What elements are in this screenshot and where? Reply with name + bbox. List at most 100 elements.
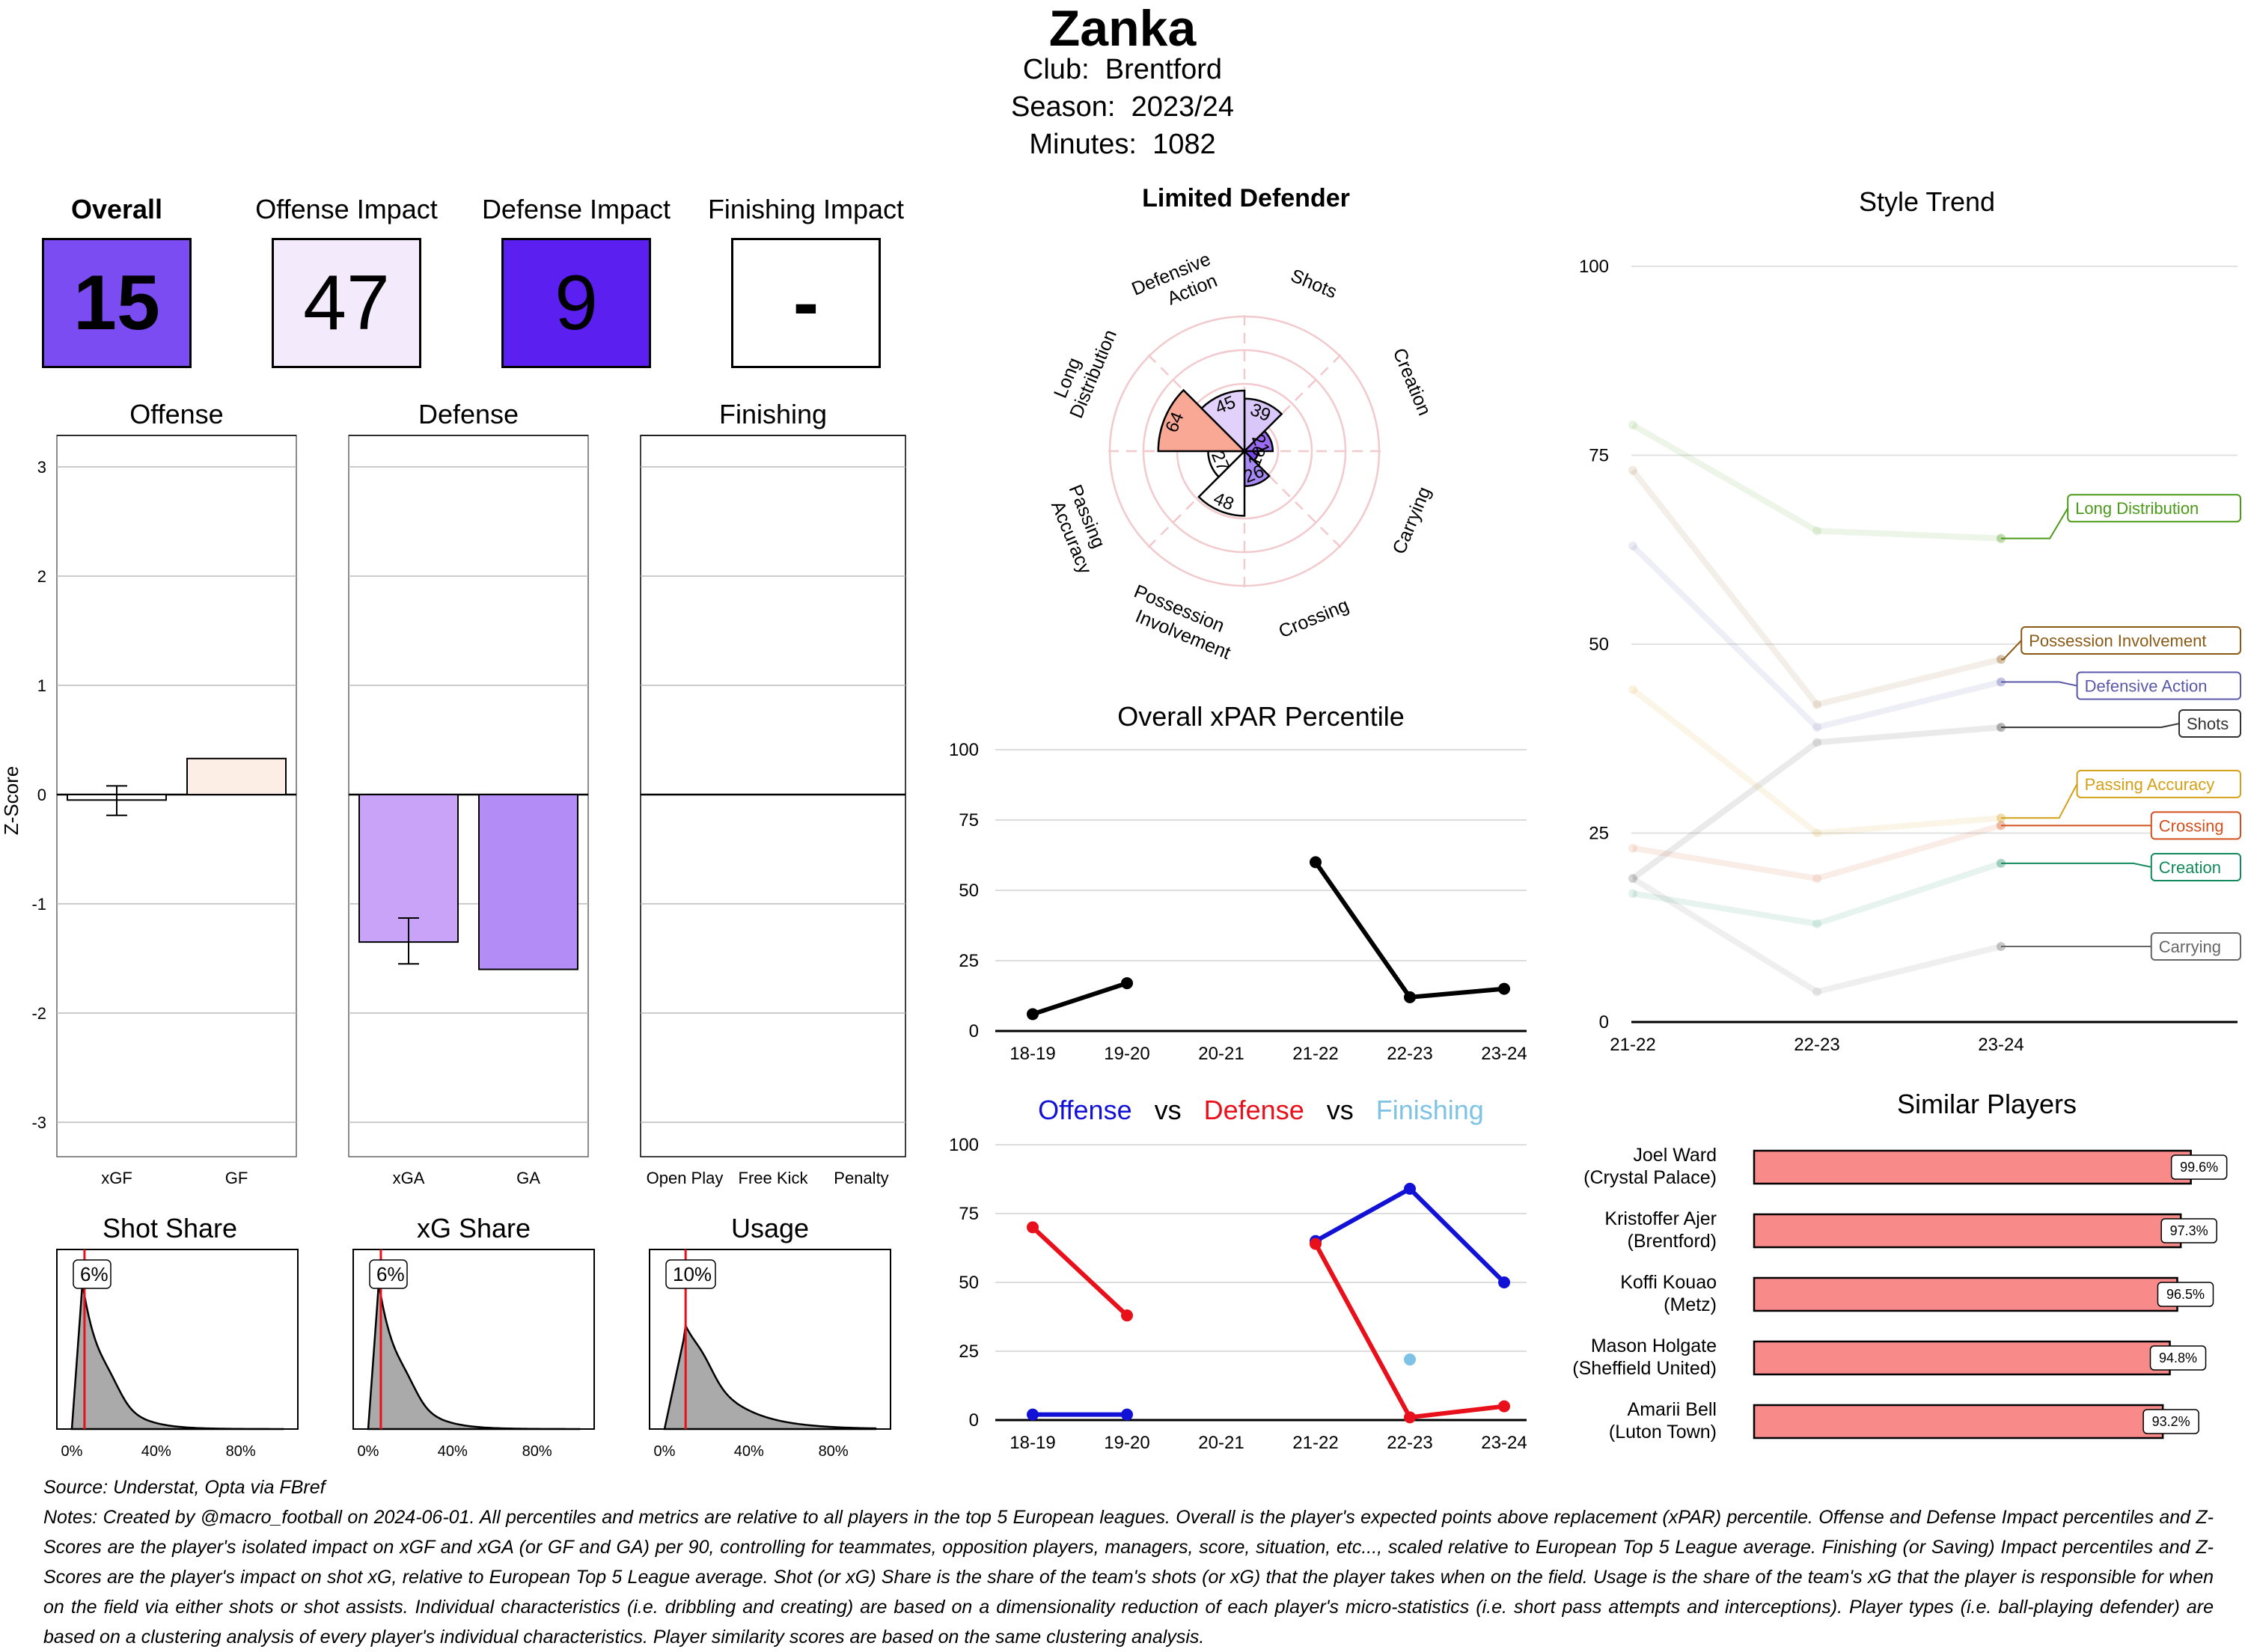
trend-point: [1628, 874, 1637, 884]
trend-label-box: [2178, 709, 2241, 738]
share-xtick: 0%: [654, 1443, 676, 1459]
season-label: Season:: [1011, 91, 1116, 123]
similar-player-value-box: [2170, 1154, 2228, 1180]
minutes-value: 1082: [1152, 129, 1216, 160]
similar-player-bar: [1753, 1340, 2171, 1376]
offense-impact-score: 47: [272, 238, 421, 368]
trend-point: [1812, 700, 1821, 709]
trend-xtick: 21-22: [1610, 1035, 1655, 1055]
ofd-xtick: 19-20: [1104, 1433, 1149, 1451]
similar-player-club: (Crystal Palace): [1583, 1167, 1717, 1188]
club-value: Brentford: [1105, 54, 1223, 85]
season-line: Season: 2023/24: [0, 88, 2245, 126]
trend-label-leader: [2001, 507, 2069, 539]
ofd-line-defense: [1313, 1243, 1505, 1420]
zscore-xtick: GF: [225, 1169, 248, 1187]
facet-title: Offense: [129, 399, 223, 429]
trend-label: Carrying: [2159, 937, 2221, 956]
facet-frame: [640, 435, 906, 1157]
zscore-ytick: 3: [37, 458, 46, 477]
line-ytick: 100: [949, 740, 979, 760]
share-density-area: [70, 1283, 284, 1431]
trend-point: [1628, 889, 1637, 899]
trend-point: [1812, 828, 1821, 838]
similar-player-bar: [1753, 1404, 2164, 1440]
xpar-point: [1121, 977, 1133, 990]
club-line: Club: Brentford: [0, 51, 2245, 88]
trend-point: [1812, 987, 1821, 997]
ofd-chart: Offense vs Defense vs Finishing 0 25 50 75 1…: [935, 1077, 1557, 1453]
overall-score: 15: [42, 238, 192, 368]
radar-category-label: Crossing: [1276, 595, 1352, 643]
ofd-point-offense: [1027, 1408, 1039, 1421]
trend-line: [1632, 860, 2003, 927]
trend-label-box: [2076, 769, 2241, 798]
ofd-title-vs2: vs: [1327, 1095, 1354, 1125]
ofd-title-defense: Defense: [1204, 1095, 1304, 1125]
xpar-xtick: 23-24: [1481, 1044, 1527, 1064]
club-label: Club:: [1022, 54, 1090, 85]
share-panel-title: Usage: [731, 1213, 809, 1243]
xpar-title: Overall xPAR Percentile: [1117, 701, 1404, 732]
trend-line: [1630, 468, 2002, 709]
trend-ytick: 25: [1589, 824, 1609, 844]
facet-frame: [56, 435, 297, 1157]
player-name: Zanka: [1048, 0, 1197, 57]
xpar-point: [1310, 856, 1322, 869]
facet-title: Defense: [418, 399, 519, 429]
similar-player-name: Mason Holgate: [1591, 1336, 1717, 1356]
zscore-ylabel: Z-Score: [0, 766, 22, 835]
similar-player-value-box: [2157, 1282, 2214, 1307]
ofd-xtick: 22-23: [1387, 1433, 1432, 1451]
xpar-line: [1313, 860, 1505, 1000]
trend-label-leader: [2001, 783, 2078, 819]
ofd-point-offense: [1121, 1408, 1133, 1421]
trend-xtick: 22-23: [1794, 1035, 1839, 1055]
radar-wedge: [1157, 388, 1247, 453]
radar-wedge: [1197, 448, 1246, 517]
trend-label-leader: [2001, 681, 2077, 687]
similar-players-chart: Similar Players Joel Ward (Crystal Palace…: [1564, 1077, 2245, 1459]
radar-category-label: Shots: [1288, 265, 1340, 302]
zscore-ytick: 1: [37, 676, 46, 695]
trend-point: [1628, 465, 1637, 475]
radar-category-label: Creation: [1389, 345, 1435, 418]
similar-player-bar: [1753, 1149, 2192, 1185]
line-ytick: 25: [959, 951, 979, 971]
overall-title: Overall: [70, 194, 163, 224]
similar-player-value-box: [2142, 1409, 2199, 1434]
share-density-area: [663, 1322, 877, 1431]
share-value-label-box: [665, 1259, 716, 1289]
trend-label: Passing Accuracy: [2085, 775, 2215, 794]
zscore-ytick: -1: [31, 895, 46, 914]
trend-ytick: 50: [1589, 634, 1609, 655]
radar-wedge: [1241, 429, 1274, 453]
trend-label: Possession Involvement: [2029, 631, 2206, 650]
trend-label: Creation: [2159, 858, 2221, 877]
trend-label-leader: [2001, 640, 2022, 661]
trend-line: [1631, 687, 2002, 836]
facet-frame: [348, 435, 589, 1157]
trend-point: [1812, 526, 1821, 536]
share-value-label-box: [369, 1259, 408, 1289]
share-xtick: 80%: [226, 1443, 256, 1459]
xpar-chart: Overall xPAR Percentile 0 25 50 75 100 18-19 1…: [935, 688, 1557, 1070]
similar-player-club: (Brentford): [1628, 1231, 1717, 1252]
trend-point: [1628, 843, 1637, 853]
trend-label: Crossing: [2159, 816, 2224, 835]
zscore-xtick: Open Play: [647, 1169, 724, 1187]
line-ytick: 50: [959, 881, 979, 901]
share-xtick: 80%: [819, 1443, 849, 1459]
ofd-title: Offense vs Defense vs Finishing: [1038, 1095, 1484, 1125]
zscore-ytick: 0: [37, 786, 46, 804]
trend-line: [1631, 543, 2002, 731]
finishing-impact-title: Finishing Impact: [707, 194, 905, 224]
trend-point: [1628, 874, 1637, 884]
similar-player-bar: [1753, 1213, 2182, 1249]
radar-title: Limited Defender: [1142, 184, 1350, 212]
ofd-title-offense: Offense: [1038, 1095, 1131, 1125]
facet-title: Finishing: [719, 399, 827, 429]
ofd-point-offense: [1498, 1276, 1510, 1288]
trend-label-box: [2020, 625, 2241, 655]
line-ytick: 0: [969, 1021, 979, 1041]
